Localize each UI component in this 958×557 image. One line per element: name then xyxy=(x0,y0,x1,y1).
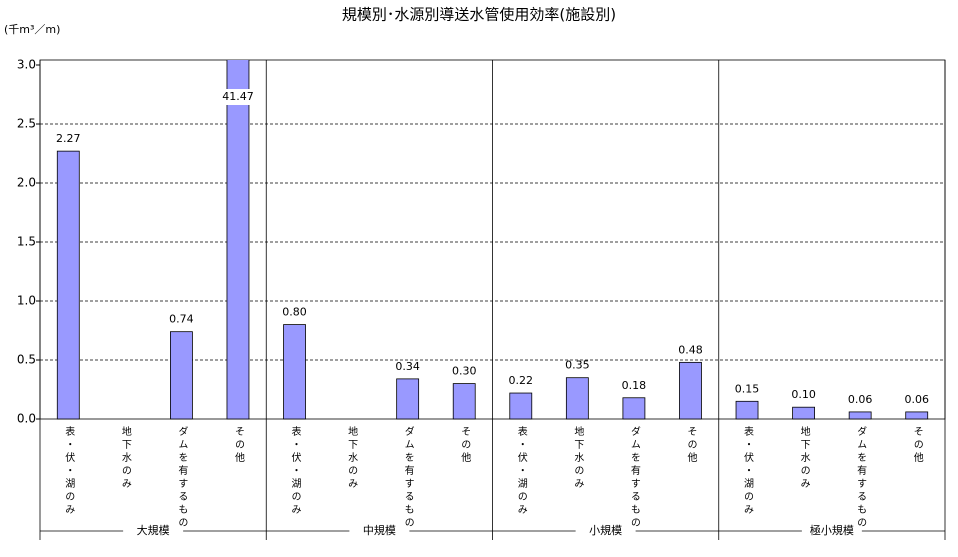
group-label: 大規模 xyxy=(137,523,170,537)
bar xyxy=(452,383,476,420)
bar xyxy=(792,406,815,420)
x-tick-label: ダムを有するもの xyxy=(176,426,188,530)
y-tick-label: 0.0 xyxy=(17,412,36,426)
y-tick-label: 3.0 xyxy=(17,58,36,72)
group-label-bg xyxy=(123,522,184,540)
y-tick-label: 2.0 xyxy=(17,176,36,190)
bar xyxy=(170,331,193,420)
group-label-bg xyxy=(801,522,862,540)
x-tick-label: 表・伏・湖のみ xyxy=(742,425,754,517)
group-label-bg xyxy=(575,522,636,540)
bar xyxy=(679,361,702,420)
bar xyxy=(622,397,646,420)
group-label: 極小規模 xyxy=(810,523,854,537)
chart-title: 規模別･水源別導送水管使用効率(施設別) xyxy=(342,6,616,24)
x-tick-label: その他 xyxy=(232,426,244,465)
x-tick-label: 地下水のみ xyxy=(119,425,131,491)
x-tick-label: その他 xyxy=(911,426,923,465)
x-tick-label: 地下水のみ xyxy=(346,425,358,491)
value-label: 0.48 xyxy=(678,343,703,356)
value-label: 0.30 xyxy=(452,365,477,378)
value-label: 0.15 xyxy=(735,382,760,395)
x-tick-label: その他 xyxy=(685,426,697,465)
value-label: 0.06 xyxy=(904,393,929,406)
y-tick-label: 2.5 xyxy=(17,117,36,131)
x-tick-label: 地下水のみ xyxy=(572,425,584,491)
x-tick-label: ダムを有するもの xyxy=(628,426,640,530)
y-tick-label: 1.5 xyxy=(17,235,36,249)
x-tick-label: 表・伏・湖のみ xyxy=(515,425,527,517)
bar xyxy=(283,324,306,420)
y-axis-label: (千m³／m) xyxy=(4,23,60,36)
value-label: 0.10 xyxy=(791,388,816,401)
bar xyxy=(56,150,80,420)
bar xyxy=(905,411,929,420)
x-tick-label: 表・伏・湖のみ xyxy=(63,425,75,517)
x-tick-label: 地下水のみ xyxy=(798,425,810,491)
group-label: 小規模 xyxy=(589,523,622,537)
bar xyxy=(735,400,759,420)
x-tick-label: 表・伏・湖のみ xyxy=(289,425,301,517)
x-tick-label: ダムを有するもの xyxy=(402,426,414,530)
value-label: 0.34 xyxy=(395,360,420,373)
bar xyxy=(848,411,872,420)
value-label: 41.47 xyxy=(222,90,254,103)
value-label: 2.27 xyxy=(56,132,81,145)
bar xyxy=(396,378,420,420)
group-label-bg xyxy=(349,522,410,540)
x-tick-label: ダムを有するもの xyxy=(855,426,867,530)
bar xyxy=(509,392,533,420)
x-tick-label: その他 xyxy=(459,426,471,465)
value-label: 0.74 xyxy=(169,313,194,326)
y-tick-label: 1.0 xyxy=(17,294,36,308)
bar xyxy=(565,377,589,420)
bar xyxy=(226,60,250,420)
value-label-bg xyxy=(217,89,258,105)
group-label: 中規模 xyxy=(363,523,396,537)
value-label: 0.35 xyxy=(565,359,590,372)
value-label: 0.06 xyxy=(848,393,873,406)
value-label: 0.18 xyxy=(622,379,647,392)
value-label: 0.22 xyxy=(509,374,534,387)
value-label: 0.80 xyxy=(282,306,307,319)
y-tick-label: 0.5 xyxy=(17,353,36,367)
